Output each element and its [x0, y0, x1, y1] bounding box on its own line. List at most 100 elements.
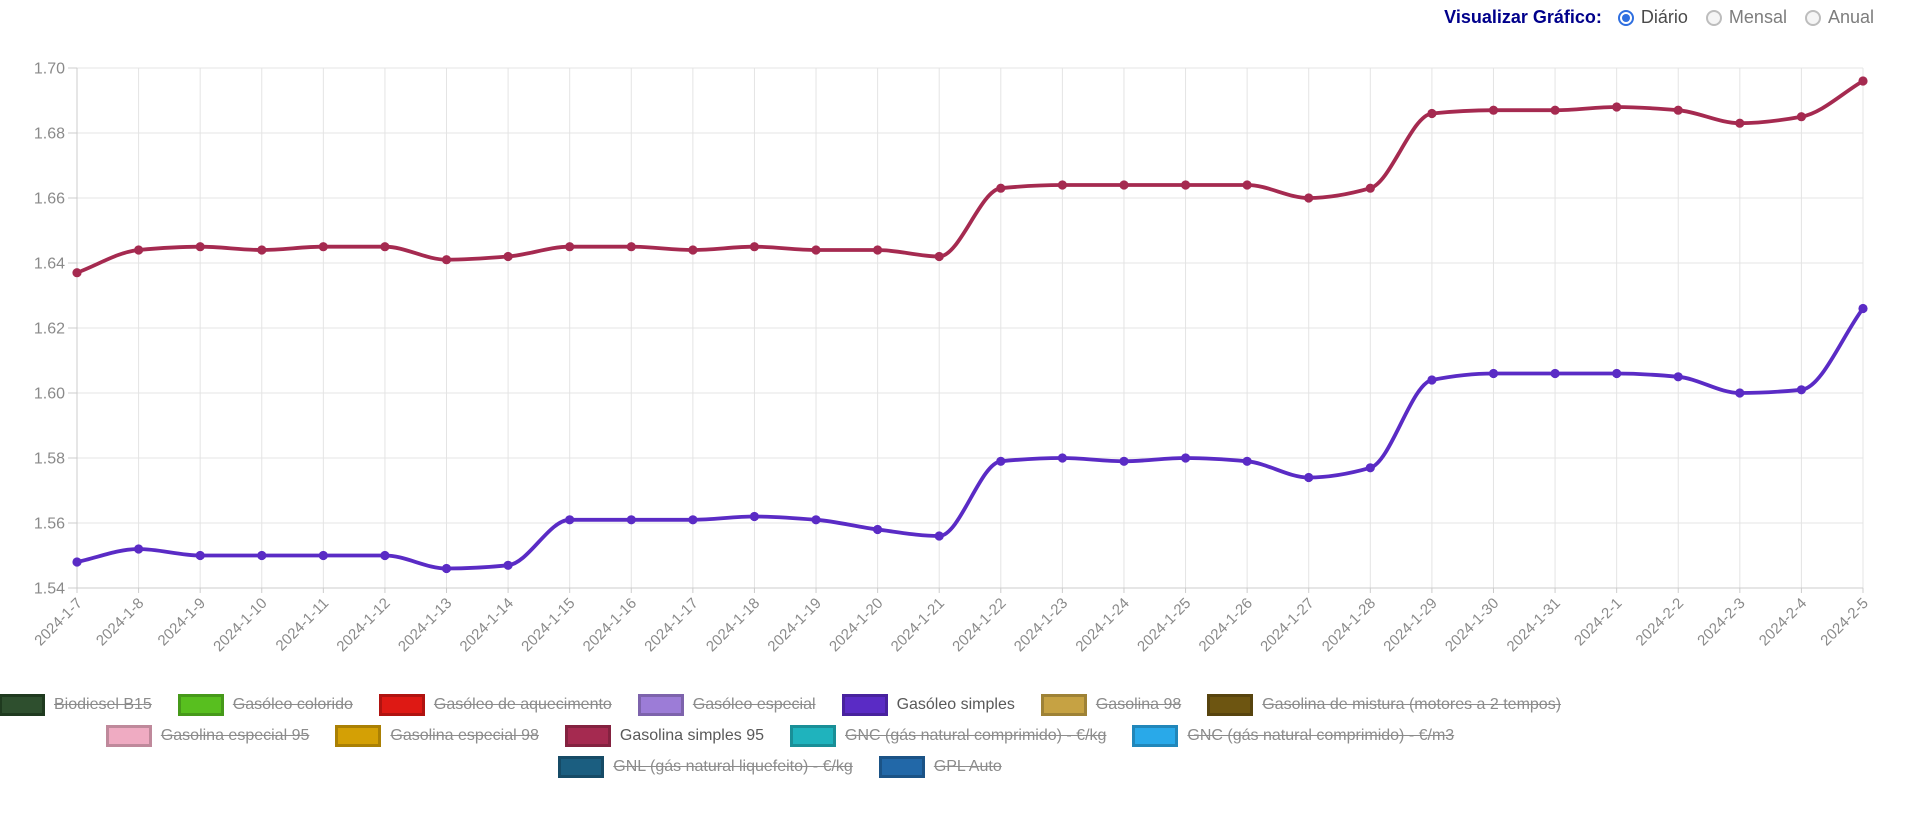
- legend-swatch-icon[interactable]: [1132, 725, 1179, 747]
- data-point[interactable]: [1550, 368, 1560, 379]
- data-point[interactable]: [1119, 180, 1129, 190]
- data-point[interactable]: [134, 245, 144, 255]
- data-point[interactable]: [1365, 463, 1375, 473]
- data-point[interactable]: [257, 550, 267, 561]
- legend-item-label: GPL Auto: [933, 758, 1002, 775]
- legend-item[interactable]: Gasolina 98: [1040, 694, 1181, 716]
- data-point[interactable]: [749, 511, 760, 522]
- legend-item[interactable]: Gasolina especial 95: [105, 725, 309, 747]
- legend-swatch-icon[interactable]: [0, 694, 45, 716]
- legend-item[interactable]: Gasóleo especial: [637, 694, 816, 716]
- legend-swatch-icon[interactable]: [790, 725, 836, 747]
- data-point[interactable]: [72, 268, 82, 278]
- data-point[interactable]: [811, 515, 821, 525]
- data-point[interactable]: [1735, 388, 1745, 398]
- data-point[interactable]: [1735, 118, 1745, 128]
- legend-item[interactable]: Gasolina de mistura (motores a 2 tempos): [1207, 694, 1561, 716]
- data-point[interactable]: [749, 242, 760, 252]
- data-point[interactable]: [72, 557, 82, 567]
- data-point[interactable]: [1858, 76, 1868, 86]
- data-point[interactable]: [1488, 105, 1499, 115]
- data-point[interactable]: [811, 245, 821, 255]
- data-point[interactable]: [1796, 385, 1806, 395]
- legend-item[interactable]: Gasolina simples 95: [564, 725, 764, 747]
- data-point[interactable]: [1304, 472, 1314, 483]
- data-point[interactable]: [1181, 453, 1191, 463]
- view-selector-label: Visualizar Gráfico:: [1444, 7, 1602, 27]
- legend-swatch-icon[interactable]: [564, 725, 611, 747]
- data-point[interactable]: [688, 515, 698, 525]
- legend-swatch-icon[interactable]: [878, 756, 925, 778]
- chart-view-controls: Visualizar Gráfico: Diário Mensal Anual: [1444, 7, 1874, 28]
- data-point[interactable]: [1673, 105, 1683, 115]
- data-point[interactable]: [1550, 105, 1560, 115]
- legend-item[interactable]: GNL (gás natural liquefeito) - €/kg: [558, 756, 853, 778]
- legend-swatch-icon[interactable]: [177, 694, 224, 716]
- radio-anual[interactable]: Anual: [1804, 7, 1874, 28]
- legend-swatch-icon[interactable]: [378, 694, 425, 716]
- data-point[interactable]: [626, 515, 636, 525]
- data-point[interactable]: [1796, 112, 1806, 122]
- legend-swatch-icon[interactable]: [105, 725, 152, 747]
- x-tick-label: 2024-1-18: [703, 595, 763, 655]
- data-point[interactable]: [1488, 368, 1499, 379]
- data-point[interactable]: [1427, 375, 1437, 385]
- data-point[interactable]: [996, 183, 1006, 193]
- radio-unselected-icon[interactable]: [1705, 9, 1722, 26]
- data-point[interactable]: [195, 242, 205, 252]
- data-point[interactable]: [934, 251, 944, 262]
- data-point[interactable]: [996, 456, 1006, 466]
- data-point[interactable]: [1673, 372, 1683, 382]
- legend-swatch-icon[interactable]: [841, 694, 888, 716]
- data-point[interactable]: [1242, 456, 1252, 466]
- data-point[interactable]: [873, 245, 883, 255]
- data-point[interactable]: [1427, 108, 1437, 119]
- x-tick-label: 2024-1-22: [949, 595, 1009, 655]
- data-point[interactable]: [565, 242, 575, 252]
- data-point[interactable]: [503, 251, 513, 262]
- data-point[interactable]: [1612, 368, 1622, 379]
- data-point[interactable]: [1612, 102, 1622, 112]
- data-point[interactable]: [1057, 180, 1067, 190]
- legend-item[interactable]: GPL Auto: [878, 756, 1002, 778]
- data-point[interactable]: [1304, 193, 1314, 203]
- legend-item[interactable]: Gasóleo simples: [841, 694, 1015, 716]
- data-point[interactable]: [1365, 183, 1375, 193]
- data-point[interactable]: [441, 563, 452, 574]
- legend-swatch-icon[interactable]: [1207, 694, 1254, 716]
- legend-item[interactable]: Gasóleo de aquecimento: [378, 694, 612, 716]
- radio-diario[interactable]: Diário: [1617, 7, 1688, 28]
- data-point[interactable]: [441, 255, 452, 265]
- legend-swatch-icon[interactable]: [1040, 694, 1087, 716]
- y-tick-label: 1.54: [34, 581, 65, 598]
- data-point[interactable]: [503, 560, 513, 570]
- data-point[interactable]: [380, 550, 390, 561]
- data-point[interactable]: [873, 524, 883, 535]
- legend-swatch-icon[interactable]: [558, 756, 605, 778]
- legend-item[interactable]: GNC (gás natural comprimido) - €/m3: [1132, 725, 1454, 747]
- legend-swatch-icon[interactable]: [335, 725, 382, 747]
- legend-swatch-icon[interactable]: [637, 694, 684, 716]
- data-point[interactable]: [318, 550, 328, 561]
- legend-item[interactable]: GNC (gás natural comprimido) - €/kg: [790, 725, 1106, 747]
- data-point[interactable]: [688, 245, 698, 255]
- data-point[interactable]: [195, 550, 205, 561]
- data-point[interactable]: [1242, 180, 1252, 190]
- data-point[interactable]: [318, 242, 328, 252]
- radio-unselected-icon[interactable]: [1804, 9, 1821, 26]
- data-point[interactable]: [1858, 303, 1868, 314]
- data-point[interactable]: [1119, 456, 1129, 466]
- data-point[interactable]: [934, 531, 944, 541]
- data-point[interactable]: [1181, 180, 1191, 190]
- legend-item[interactable]: Biodiesel B15: [0, 694, 152, 716]
- data-point[interactable]: [626, 242, 636, 252]
- radio-mensal[interactable]: Mensal: [1705, 7, 1787, 28]
- data-point[interactable]: [257, 245, 267, 255]
- legend-item[interactable]: Gasóleo colorido: [177, 694, 353, 716]
- legend-item[interactable]: Gasolina especial 98: [335, 725, 539, 747]
- data-point[interactable]: [380, 242, 390, 252]
- data-point[interactable]: [1057, 453, 1067, 463]
- data-point[interactable]: [134, 544, 144, 554]
- data-point[interactable]: [565, 515, 575, 525]
- radio-selected-icon[interactable]: [1617, 9, 1634, 26]
